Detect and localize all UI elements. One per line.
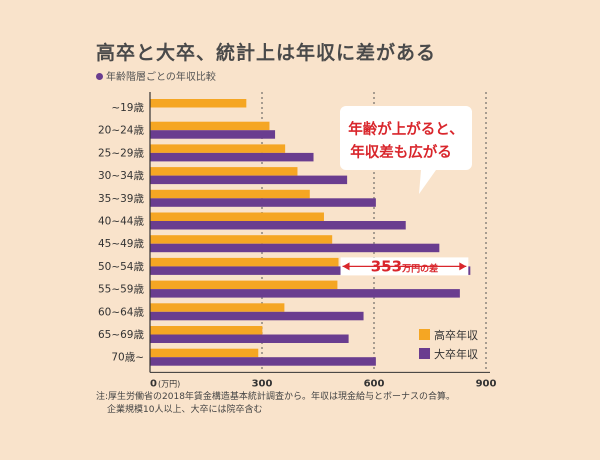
x-tick-label-300: 300	[252, 378, 273, 389]
legend-swatch-1	[419, 348, 430, 359]
bullet-dot-icon	[96, 73, 103, 80]
x-tick-label-900: 900	[476, 378, 497, 389]
bar-high-school-8	[150, 280, 338, 290]
legend-swatch-0	[419, 329, 430, 340]
subtitle-text: 年齢階層ごとの年収比較	[106, 72, 216, 83]
bar-university-3	[150, 175, 348, 185]
bar-university-1	[150, 130, 276, 139]
bar-high-school-11	[150, 348, 259, 358]
category-label-9: 60~64歳	[98, 306, 145, 318]
category-label-6: 45~49歳	[98, 238, 145, 250]
diff-value: 353	[371, 257, 402, 275]
x-tick-label-0: 0	[150, 378, 157, 389]
diff-arrow-left-head-icon	[342, 262, 350, 271]
bar-university-2	[150, 152, 314, 162]
category-label-1: 20~24歳	[98, 125, 145, 137]
callout-line-2: 年収差も広がる	[350, 143, 452, 161]
category-label-0: ~19歳	[111, 102, 144, 114]
footnote-line-2: 企業規模10人以上、大卒には院卒含む	[107, 405, 263, 415]
bar-university-7	[150, 266, 471, 275]
diff-label: 353万円の差	[371, 257, 438, 275]
callout-bubble	[340, 106, 472, 194]
bar-university-4	[150, 198, 376, 207]
category-label-4: 35~39歳	[98, 193, 145, 205]
diff-unit: 万円の差	[401, 262, 438, 274]
callout-line-1: 年齢が上がると、	[348, 120, 463, 138]
bar-high-school-5	[150, 212, 324, 221]
bar-high-school-2	[150, 144, 286, 153]
chart-title: 高卒と大卒、統計上は年収に差がある	[96, 42, 437, 64]
bar-high-school-6	[150, 235, 333, 244]
footnote: 注:厚生労働省の2018年賃金構造基本統計調査から。年収は現金給与とボーナスの合…	[96, 391, 455, 417]
category-label-11: 70歳~	[111, 352, 144, 364]
category-label-3: 30~34歳	[98, 170, 145, 182]
bar-high-school-4	[150, 189, 310, 199]
category-label-5: 40~44歳	[98, 216, 145, 228]
x-tick-label-600: 600	[364, 378, 385, 389]
legend-label-0: 高卒年収	[434, 328, 478, 342]
category-label-10: 65~69歳	[98, 329, 145, 341]
bar-high-school-9	[150, 303, 285, 312]
bar-high-school-3	[150, 167, 298, 176]
diff-arrow-right-head-icon	[459, 262, 467, 271]
legend-label-1: 大卒年収	[434, 347, 478, 361]
chart-subtitle: 年齢階層ごとの年収比較	[96, 68, 216, 83]
bar-university-6	[150, 243, 440, 253]
bar-university-8	[150, 289, 460, 298]
bar-high-school-10	[150, 326, 263, 335]
bar-university-11	[150, 357, 376, 366]
bar-high-school-0	[150, 99, 247, 108]
x-axis-unit: (万円)	[158, 379, 180, 388]
bar-university-10	[150, 334, 349, 343]
footnote-line-1: 注:厚生労働省の2018年賃金構造基本統計調査から。年収は現金給与とボーナスの合…	[96, 392, 455, 402]
bar-university-9	[150, 311, 364, 321]
bar-high-school-1	[150, 121, 270, 131]
bar-university-5	[150, 221, 406, 230]
category-label-8: 55~59歳	[98, 284, 145, 296]
bar-high-school-7	[150, 257, 339, 267]
category-label-7: 50~54歳	[98, 261, 145, 273]
category-label-2: 25~29歳	[98, 147, 145, 159]
